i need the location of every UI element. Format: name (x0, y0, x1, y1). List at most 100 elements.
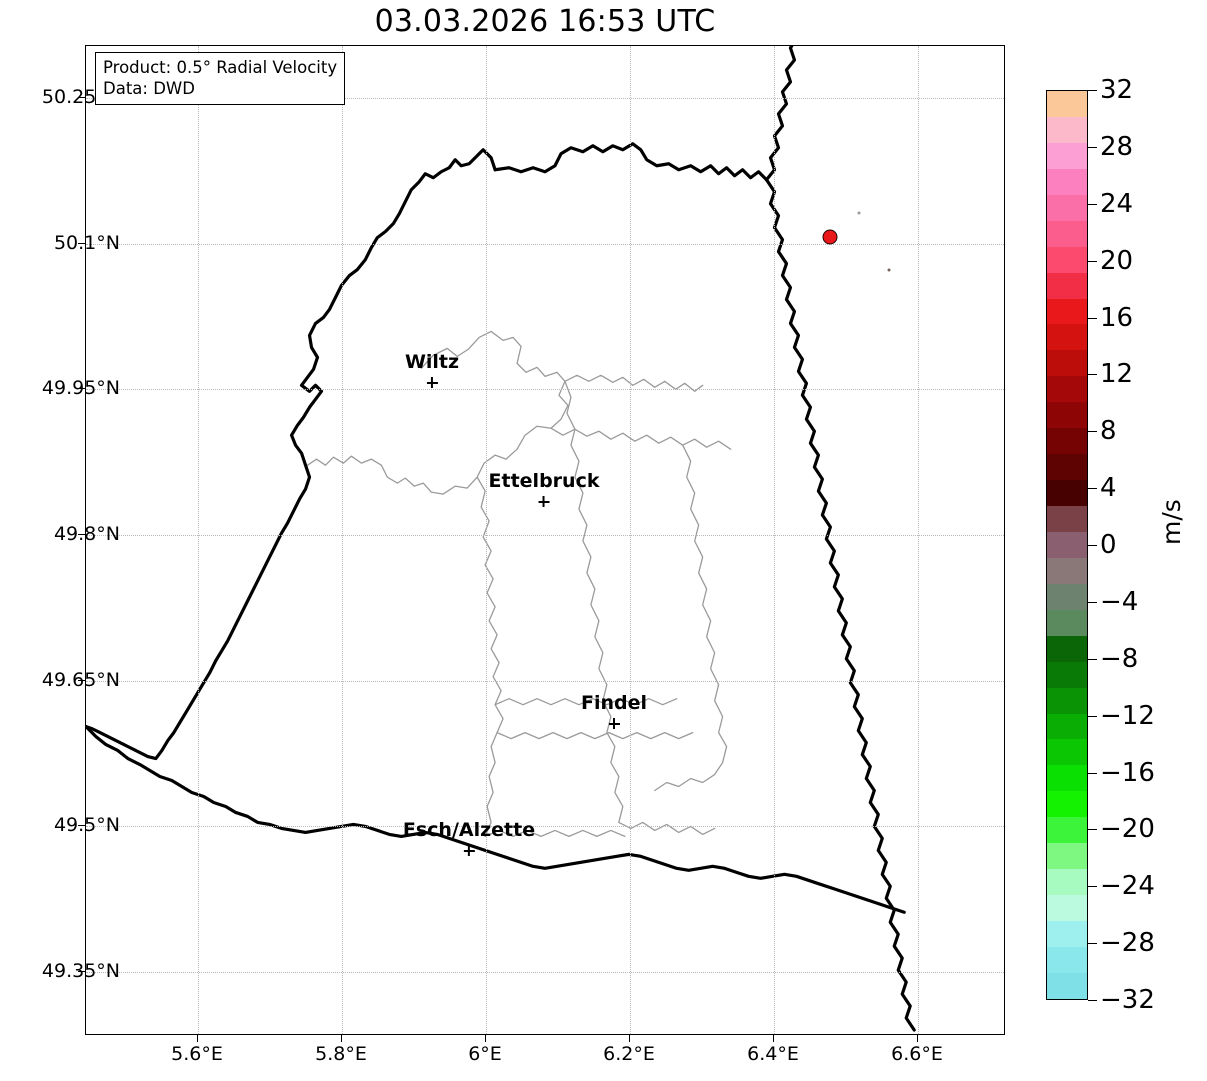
lon-tick-mark (773, 1035, 774, 1042)
colorbar-band-28 (1047, 817, 1087, 844)
city-marker-icon (608, 718, 620, 729)
radar-map-plot[interactable]: Wiltz Ettelbruck Findel Esch/Alzette (85, 45, 1005, 1035)
colorbar-tick-label: −8 (1100, 643, 1139, 674)
city-name-text: Wiltz (404, 351, 460, 373)
lat-tick-mark (78, 97, 85, 98)
colorbar-band-2 (1047, 142, 1087, 169)
lon-tick-label: 6.2°E (603, 1043, 655, 1065)
colorbar-tick-label: 8 (1100, 416, 1117, 447)
colorbar-band-31 (1047, 895, 1087, 921)
gridline-lat (86, 244, 1004, 245)
canton-borders (306, 330, 732, 838)
gridline-lon (630, 46, 631, 1034)
gridline-lon (198, 46, 199, 1034)
colorbar-band-15 (1047, 480, 1087, 506)
colorbar-tick-mark (1088, 829, 1097, 831)
city-label-ettelbruck: Ettelbruck (488, 470, 600, 507)
map-geometry-svg (86, 46, 916, 1032)
colorbar-tick-label: −24 (1100, 871, 1155, 902)
colorbar-band-11 (1047, 376, 1087, 403)
colorbar-band-4 (1047, 194, 1087, 221)
colorbar-band-0 (1047, 91, 1087, 117)
radar-echo-speck (857, 211, 861, 215)
lon-tick-label: 5.6°E (171, 1043, 223, 1065)
colorbar-band-30 (1047, 869, 1087, 896)
lat-tick-mark (78, 971, 85, 972)
city-label-findel: Findel (581, 694, 647, 729)
colorbar-tick-mark (1088, 260, 1097, 262)
city-marker-icon (426, 377, 438, 388)
radar-echo-main (822, 229, 838, 245)
colorbar-tick-mark (1088, 431, 1097, 433)
colorbar-band-8 (1047, 298, 1087, 325)
page-title: 03.03.2026 16:53 UTC (374, 4, 716, 39)
colorbar-band-1 (1047, 116, 1087, 143)
colorbar-band-9 (1047, 324, 1087, 351)
colorbar-band-22 (1047, 661, 1087, 688)
city-label-esch-alzette: Esch/Alzette (403, 821, 535, 856)
colorbar-band-13 (1047, 428, 1087, 455)
gridline-lat (86, 681, 1004, 682)
colorbar-tick-mark (1088, 545, 1097, 546)
colorbar-band-25 (1047, 739, 1087, 766)
colorbar-tick-label: −12 (1100, 700, 1155, 731)
lat-tick-label: 49.95°N (41, 377, 120, 399)
lon-tick-mark (485, 1035, 486, 1042)
lon-tick-mark (917, 1035, 918, 1042)
colorbar-tick-mark (1088, 488, 1097, 490)
colorbar-band-12 (1047, 402, 1087, 429)
colorbar-tick-label: 28 (1100, 131, 1134, 162)
lon-tick-mark (197, 1035, 198, 1042)
lat-tick-mark (78, 680, 85, 681)
colorbar-tick-label: −20 (1100, 814, 1155, 845)
colorbar-band-34 (1047, 972, 1087, 999)
gridline-lat (86, 535, 1004, 536)
city-name-text: Ettelbruck (488, 470, 600, 492)
colorbar-tick-mark (1088, 943, 1097, 945)
city-label-wiltz: Wiltz (405, 353, 459, 388)
colorbar-tick-mark (1088, 772, 1097, 774)
gridline-lat (86, 972, 1004, 973)
colorbar-tick-mark (1088, 317, 1097, 319)
lat-tick-mark (78, 825, 85, 826)
info-data-line: Data: DWD (103, 79, 195, 99)
colorbar-tick-label: −32 (1100, 985, 1155, 1015)
lat-tick-label: 49.8°N (53, 523, 120, 545)
colorbar-band-20 (1047, 609, 1087, 636)
city-marker-icon (463, 845, 475, 856)
colorbar-band-19 (1047, 583, 1087, 610)
colorbar-tick-mark (1088, 1000, 1097, 1001)
gridline-lat (86, 826, 1004, 827)
gridline-lat (86, 98, 1004, 99)
colorbar-tick-label: 0 (1100, 530, 1117, 560)
colorbar-tick-label: −28 (1100, 928, 1155, 959)
info-product-line: Product: 0.5° Radial Velocity (103, 58, 338, 77)
city-marker-icon (538, 496, 550, 507)
colorbar-tick-label: 12 (1100, 359, 1134, 390)
colorbar-band-16 (1047, 506, 1087, 532)
colorbar-tick-mark (1088, 203, 1097, 205)
gridline-lat (86, 389, 1004, 390)
lon-tick-label: 5.8°E (315, 1043, 367, 1065)
colorbar-band-5 (1047, 220, 1087, 247)
colorbar-band-14 (1047, 454, 1087, 481)
lat-tick-label: 49.35°N (41, 960, 120, 982)
lon-tick-mark (629, 1035, 630, 1042)
colorbar-band-29 (1047, 843, 1087, 870)
colorbar-band-24 (1047, 713, 1087, 740)
colorbar-tick-label: 32 (1100, 75, 1134, 105)
colorbar-tick-label: −4 (1100, 586, 1139, 617)
colorbar-tick-mark (1088, 715, 1097, 717)
colorbar-band-23 (1047, 687, 1087, 714)
gridline-lon (342, 46, 343, 1034)
lat-tick-label: 50.1°N (53, 232, 120, 254)
velocity-colorbar[interactable] (1046, 90, 1088, 1000)
colorbar-band-17 (1047, 531, 1087, 558)
colorbar-tick-mark (1088, 90, 1097, 91)
lat-tick-mark (78, 534, 85, 535)
colorbar-band-18 (1047, 557, 1087, 584)
gridline-lon (486, 46, 487, 1034)
colorbar-tick-label: 24 (1100, 188, 1134, 219)
colorbar-band-3 (1047, 168, 1087, 195)
colorbar-tick-mark (1088, 601, 1097, 603)
